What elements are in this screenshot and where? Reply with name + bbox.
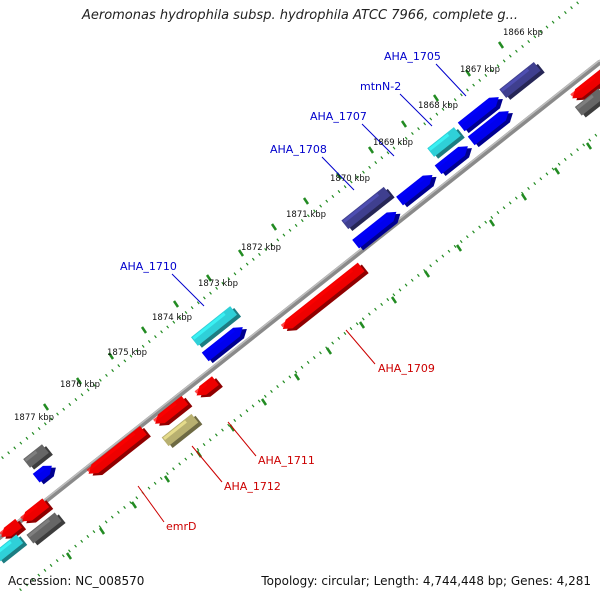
feature-AHA_1705[interactable]: [457, 92, 507, 135]
leader-AHA_1705: [435, 63, 467, 97]
inner-major-tick: [163, 475, 171, 483]
inner-major-tick: [488, 219, 496, 227]
feature-gene-red-1878[interactable]: [19, 497, 54, 529]
kbp-label: 1874 kbp: [152, 313, 192, 323]
kbp-label: 1872 kbp: [241, 243, 281, 253]
major-tick: [172, 300, 180, 308]
gene-labels: AHA_1705 mtnN-2 AHA_1707 AHA_1708 AHA_1709 AH…: [120, 50, 441, 533]
feature-gene-red-1875[interactable]: [152, 395, 193, 432]
kbp-label: 1867 kbp: [460, 65, 500, 75]
feature-gene-blue-1874[interactable]: [201, 322, 251, 365]
feature-gene-dark[interactable]: [499, 61, 545, 101]
feature-emrD[interactable]: [85, 425, 151, 481]
inner-major-tick: [98, 527, 106, 535]
kbp-label: 1868 kbp: [418, 101, 458, 111]
major-tick: [205, 274, 213, 282]
gene-label-emrD[interactable]: emrD: [166, 520, 196, 533]
leader-AHA_1711: [227, 421, 257, 457]
major-tick: [497, 41, 505, 49]
kbp-label: 1869 kbp: [373, 138, 413, 148]
gene-label-AHA_1707[interactable]: AHA_1707: [310, 110, 367, 123]
kbp-label: 1876 kbp: [60, 380, 100, 390]
feature-AHA_1707[interactable]: [467, 106, 517, 149]
feature-AHA_1708[interactable]: [434, 141, 476, 178]
feature-gene-gray-1878[interactable]: [26, 511, 66, 546]
feature-gene-gray-right[interactable]: [574, 87, 600, 119]
feature-gene-gray-1877[interactable]: [23, 443, 53, 471]
major-tick: [464, 69, 472, 77]
feature-AHA_1711[interactable]: [193, 375, 223, 403]
major-tick: [302, 197, 310, 205]
major-tick: [42, 403, 50, 411]
gene-label-AHA_1709[interactable]: AHA_1709: [378, 362, 435, 375]
feature-AHA_1712[interactable]: [161, 413, 203, 450]
inner-major-tick: [423, 270, 431, 278]
inner-major-tick: [65, 552, 73, 560]
feature-gene-cyan-left[interactable]: [0, 533, 28, 565]
major-tick: [367, 146, 375, 154]
major-tick: [75, 377, 83, 385]
gene-label-leaders: [137, 63, 467, 523]
major-tick: [140, 326, 148, 334]
major-tick: [107, 352, 115, 360]
inner-major-tick: [325, 347, 333, 355]
feature-gene-red-right[interactable]: [569, 68, 600, 106]
kbp-label: 1866 kbp: [503, 28, 543, 38]
feature-gene-blue-1877[interactable]: [32, 460, 60, 485]
genome-backbone-highlight: [0, 59, 600, 537]
major-tick: [237, 249, 245, 257]
leader-AHA_1709: [345, 329, 376, 365]
gene-label-AHA_1711[interactable]: AHA_1711: [258, 454, 315, 467]
kbp-label: 1877 kbp: [14, 413, 54, 423]
major-tick: [400, 120, 408, 128]
feature-AHA_1709[interactable]: [279, 261, 369, 336]
feature-AHA_1710[interactable]: [190, 305, 242, 349]
leader-AHA_1707: [361, 123, 395, 157]
inner-major-tick: [358, 321, 366, 329]
feature-gene-red-left[interactable]: [0, 518, 27, 545]
inner-major-tick: [553, 167, 561, 175]
inner-major-tick: [260, 398, 268, 406]
kbp-label: 1871 kbp: [286, 210, 326, 220]
gene-label-mtnN-2[interactable]: mtnN-2: [360, 80, 401, 93]
gene-label-AHA_1712[interactable]: AHA_1712: [224, 480, 281, 493]
leader-emrD: [137, 485, 165, 523]
gene-label-AHA_1708[interactable]: AHA_1708: [270, 143, 327, 156]
feature-mtnN-2[interactable]: [427, 126, 465, 160]
kbp-scale-labels: 1866 kbp 1867 kbp 1868 kbp 1869 kbp 1870 kbp…: [14, 28, 543, 423]
leader-AHA_1712: [191, 445, 223, 483]
leader-mtnN-2: [399, 93, 433, 127]
kbp-label: 1870 kbp: [330, 174, 370, 184]
inner-tick-track: [19, 130, 600, 592]
gene-label-AHA_1705[interactable]: AHA_1705: [384, 50, 441, 63]
inner-major-tick: [585, 142, 593, 150]
genome-summary: Topology: circular; Length: 4,744,448 bp…: [261, 574, 591, 588]
kbp-label: 1873 kbp: [198, 279, 238, 289]
feature-gene-dark-1871[interactable]: [341, 186, 395, 233]
gene-features: [0, 61, 600, 565]
inner-major-tick: [520, 193, 528, 201]
feature-gene-blue-1871[interactable]: [352, 206, 404, 251]
inner-major-tick: [390, 296, 398, 304]
leader-AHA_1710: [171, 273, 205, 307]
major-tick: [270, 223, 278, 231]
major-tick: [432, 94, 440, 102]
leader-AHA_1708: [321, 156, 355, 191]
inner-major-tick: [455, 244, 463, 252]
gene-label-AHA_1710[interactable]: AHA_1710: [120, 260, 177, 273]
major-tick: [335, 172, 343, 180]
accession-label: Accession: NC_008570: [8, 574, 145, 588]
kbp-label: 1875 kbp: [107, 348, 147, 358]
inner-major-tick: [130, 501, 138, 509]
feature-gene-blue-1870[interactable]: [396, 169, 440, 208]
genome-title: Aeromonas hydrophila subsp. hydrophila A…: [81, 8, 519, 23]
inner-major-tick: [293, 373, 301, 381]
